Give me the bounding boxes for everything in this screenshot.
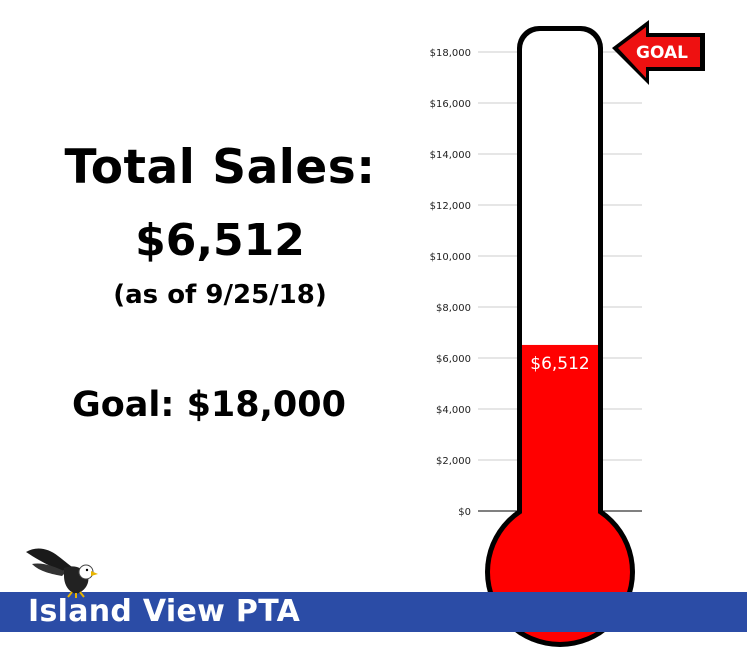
goal-badge: GOAL (636, 43, 688, 63)
y-tick-label: $8,000 (436, 303, 471, 314)
y-tick-label: $14,000 (430, 150, 471, 161)
y-tick-label: $18,000 (430, 48, 471, 59)
total-sales-label: Total Sales: (60, 140, 380, 195)
y-tick-label: $12,000 (430, 201, 471, 212)
as-of-date: (as of 9/25/18) (60, 280, 380, 310)
total-sales-value: $6,512 (60, 215, 380, 266)
y-tick-label: $2,000 (436, 456, 471, 467)
organization-name: Island View PTA (28, 594, 300, 629)
y-tick-label: $16,000 (430, 99, 471, 110)
y-tick-label: $6,000 (436, 354, 471, 365)
y-tick-label: $4,000 (436, 405, 471, 416)
y-tick-label: $10,000 (430, 252, 471, 263)
eagle-icon (24, 542, 104, 598)
goal-amount: Goal: $18,000 (72, 385, 346, 425)
fill-value-label: $6,512 (530, 354, 589, 374)
y-tick-label: $0 (458, 507, 471, 518)
